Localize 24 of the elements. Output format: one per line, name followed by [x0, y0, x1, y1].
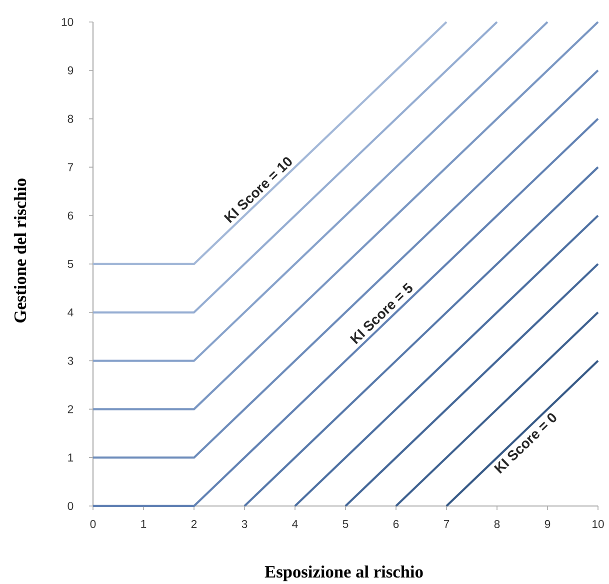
y-tick-label: 10 [62, 18, 74, 26]
x-tick-label: 1 [141, 520, 146, 528]
y-tick-label: 1 [68, 454, 74, 462]
y-tick-label: 4 [68, 308, 74, 316]
x-tick-label: 9 [544, 520, 550, 528]
x-tick-label: 2 [191, 520, 197, 528]
y-tick-label: 9 [68, 66, 74, 74]
y-tick-label: 2 [68, 405, 74, 414]
x-tick-label: 0 [90, 520, 96, 528]
x-tick-label: 3 [242, 520, 248, 528]
x-tick-label: 10 [592, 520, 604, 528]
x-tick-label: 5 [342, 520, 348, 528]
y-tick-label: 6 [68, 212, 74, 220]
y-tick-label: 0 [68, 502, 74, 510]
y-tick-label: 8 [68, 114, 74, 123]
x-tick-label: 4 [292, 520, 298, 528]
x-axis-title: Esposizione al rischio [264, 565, 423, 582]
x-tick-label: 7 [444, 520, 450, 528]
y-tick-label: 7 [68, 163, 74, 172]
x-tick-label: 8 [494, 520, 500, 528]
x-tick-label: 6 [393, 520, 399, 528]
y-tick-label: 5 [68, 260, 74, 268]
y-axis-title: Gestione del rischio [14, 178, 26, 323]
y-tick-label: 3 [68, 356, 74, 365]
